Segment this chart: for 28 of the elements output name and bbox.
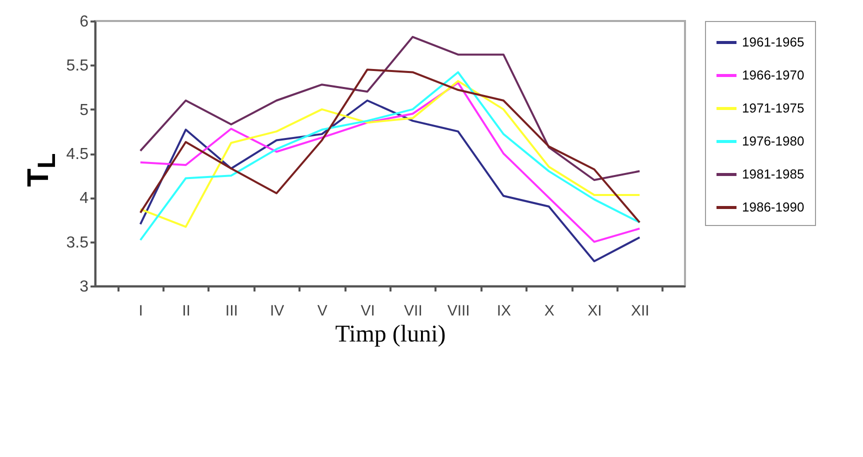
x-tick-label: III	[225, 302, 238, 320]
line-series	[139, 36, 641, 181]
y-tick-label: 3.5	[66, 234, 89, 252]
y-tick-label: 3	[80, 278, 89, 296]
legend-label: 1966-1970	[742, 68, 804, 82]
x-tick-label: XII	[630, 302, 650, 320]
x-tick-label: II	[182, 302, 190, 320]
y-tick-label: 4.5	[66, 146, 89, 163]
legend-label: 1986-1990	[742, 200, 804, 214]
x-axis-title: Timp (luni)	[335, 322, 446, 348]
x-tick-label: IX	[496, 302, 512, 320]
line-series	[139, 100, 641, 262]
legend-label: 1961-1965	[742, 34, 804, 50]
x-tick-label: VI	[360, 302, 375, 320]
x-tick-label: I	[138, 302, 143, 320]
x-tick-label: X	[544, 302, 554, 320]
legend-label: 1976-1980	[742, 134, 804, 148]
y-tick-label: 5	[80, 102, 89, 119]
x-tick-label: XI	[588, 302, 602, 320]
x-tick-label: V	[317, 302, 328, 320]
x-tick-label: VII	[404, 302, 422, 320]
x-tick-label: VIII	[447, 302, 470, 320]
legend-label: 1971-1975	[742, 100, 804, 116]
legend-label: 1981-1985	[742, 166, 804, 182]
x-tick-label: IV	[270, 302, 284, 320]
y-tick-label: 4	[80, 190, 89, 208]
y-tick-label: 5.5	[66, 58, 89, 75]
y-tick-label: 6	[80, 14, 89, 30]
